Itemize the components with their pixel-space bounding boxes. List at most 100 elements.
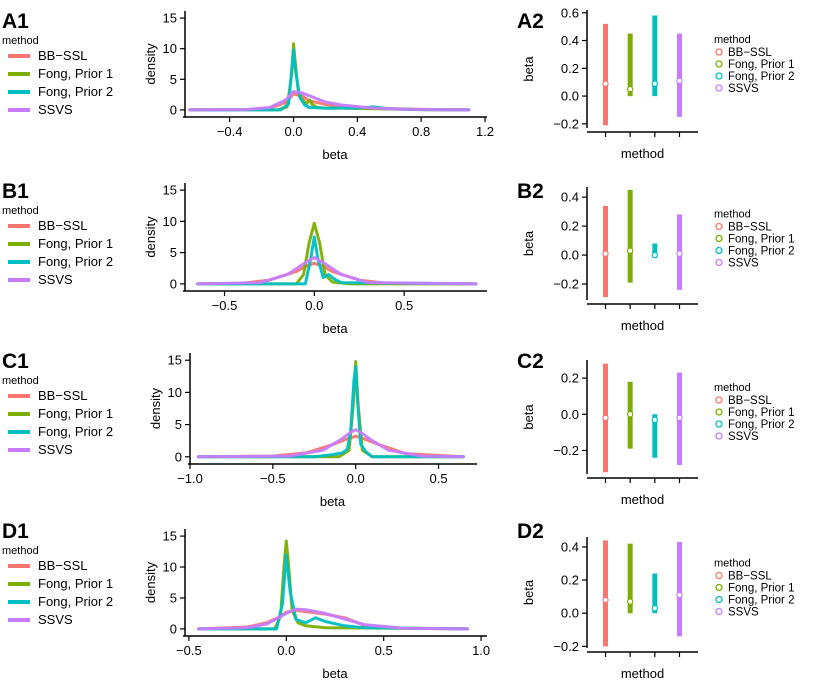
y-tick-label: 0.2 xyxy=(561,219,579,234)
y-tick-label: 0.4 xyxy=(561,190,579,205)
legend-title: method xyxy=(2,545,39,557)
legend-key-3 xyxy=(715,84,723,92)
median-point-2 xyxy=(651,80,659,87)
y-tick-label: 0.2 xyxy=(561,61,579,76)
legend-key-2 xyxy=(715,420,723,428)
legend-label: Fong, Prior 1 xyxy=(38,66,113,81)
median-point-0 xyxy=(602,250,609,257)
median-point-0 xyxy=(602,596,609,604)
y-tick-label: 5 xyxy=(175,417,182,432)
panel-a2: A2−0.20.00.20.40.6methodbetamethodBB−SSL… xyxy=(517,5,794,161)
y-tick-label: 15 xyxy=(163,11,177,26)
y-tick-label: 0.2 xyxy=(561,371,579,386)
y-axis-label: density xyxy=(143,43,158,85)
density-line-2 xyxy=(188,48,471,112)
legend-label: Fong, Prior 2 xyxy=(728,71,794,83)
y-tick-label: 0.0 xyxy=(561,606,579,621)
panel-d2: D2−0.20.00.20.4methodbetamethodBB−SSLFon… xyxy=(517,520,794,681)
x-tick-label: 0.0 xyxy=(347,471,365,486)
legend-label: BB−SSL xyxy=(728,47,772,59)
density-line-3 xyxy=(196,428,465,459)
legend-label: Fong, Prior 2 xyxy=(38,424,113,439)
x-tick-label: 0.5 xyxy=(430,471,448,486)
legend-label: BB−SSL xyxy=(38,218,88,233)
legend-label: BB−SSL xyxy=(728,222,772,234)
x-axis-label: beta xyxy=(322,321,348,336)
panel-label: A1 xyxy=(2,10,29,33)
y-tick-label: 10 xyxy=(168,385,182,400)
legend-label: Fong, Prior 2 xyxy=(728,419,794,431)
legend-label: Fong, Prior 2 xyxy=(728,595,794,607)
y-axis-label: beta xyxy=(521,56,536,82)
legend-title: method xyxy=(714,209,751,221)
legend-key-0 xyxy=(715,48,723,56)
x-tick-label: −1.0 xyxy=(177,471,203,486)
median-point-2 xyxy=(651,251,659,259)
y-axis-label: density xyxy=(143,561,158,603)
y-tick-label: 0.6 xyxy=(561,5,579,20)
y-axis-label: density xyxy=(143,216,158,258)
legend-label: BB−SSL xyxy=(38,48,88,63)
median-point-2 xyxy=(651,416,659,423)
legend-label: Fong, Prior 1 xyxy=(728,59,794,71)
median-point-3 xyxy=(676,414,683,422)
density-line-2 xyxy=(197,553,469,631)
median-point-3 xyxy=(676,250,683,257)
legend-label: Fong, Prior 1 xyxy=(38,236,113,251)
legend-key-0 xyxy=(715,222,723,231)
y-tick-label: 10 xyxy=(163,41,177,56)
legend-label: BB−SSL xyxy=(38,388,88,403)
median-point-1 xyxy=(626,247,634,254)
y-tick-label: 0 xyxy=(175,449,182,464)
x-tick-label: −0.5 xyxy=(176,643,202,658)
legend-title: method xyxy=(714,382,751,394)
x-tick-label: 1.0 xyxy=(472,643,490,658)
panel-b2: B2−0.20.00.20.4methodbetamethodBB−SSLFon… xyxy=(517,180,794,333)
legend-label: Fong, Prior 1 xyxy=(728,407,794,419)
legend-label: SSVS xyxy=(728,83,759,95)
legend-label: BB−SSL xyxy=(728,395,772,407)
y-tick-label: 5 xyxy=(170,590,177,605)
legend-key-1 xyxy=(715,408,723,416)
legend-label: SSVS xyxy=(38,612,73,627)
legend-label: Fong, Prior 1 xyxy=(728,583,794,595)
x-axis-label: method xyxy=(621,318,664,333)
y-tick-label: 10 xyxy=(163,560,177,575)
median-point-0 xyxy=(602,414,609,422)
legend-key-3 xyxy=(715,258,723,267)
density-line-3 xyxy=(196,256,478,286)
y-tick-label: 0.4 xyxy=(561,33,579,48)
legend-key-3 xyxy=(715,607,723,616)
y-tick-label: 0.0 xyxy=(561,407,579,422)
y-tick-label: 0 xyxy=(170,621,177,636)
density-line-2 xyxy=(196,365,465,459)
panel-label: C2 xyxy=(517,350,544,373)
legend-title: method xyxy=(2,205,39,217)
median-point-3 xyxy=(676,77,683,85)
y-tick-label: 0 xyxy=(170,276,177,291)
panel-label: D1 xyxy=(2,520,29,543)
legend-key-0 xyxy=(715,571,723,580)
x-axis-label: beta xyxy=(322,147,348,162)
x-axis-label: method xyxy=(621,146,664,161)
y-tick-label: 0.2 xyxy=(561,573,579,588)
y-tick-label: −0.2 xyxy=(553,277,579,292)
legend-key-1 xyxy=(715,234,723,243)
density-line-3 xyxy=(188,90,471,112)
legend-label: Fong, Prior 1 xyxy=(38,576,113,591)
legend-label: BB−SSL xyxy=(728,571,772,583)
legend-label: SSVS xyxy=(728,258,759,270)
y-tick-label: 15 xyxy=(163,183,177,198)
x-tick-label: −0.4 xyxy=(217,124,243,139)
y-tick-label: 0.4 xyxy=(561,539,579,554)
legend-label: SSVS xyxy=(728,607,759,619)
x-tick-label: 0.5 xyxy=(375,643,393,658)
median-point-3 xyxy=(676,591,683,599)
y-axis-label: beta xyxy=(521,230,536,256)
